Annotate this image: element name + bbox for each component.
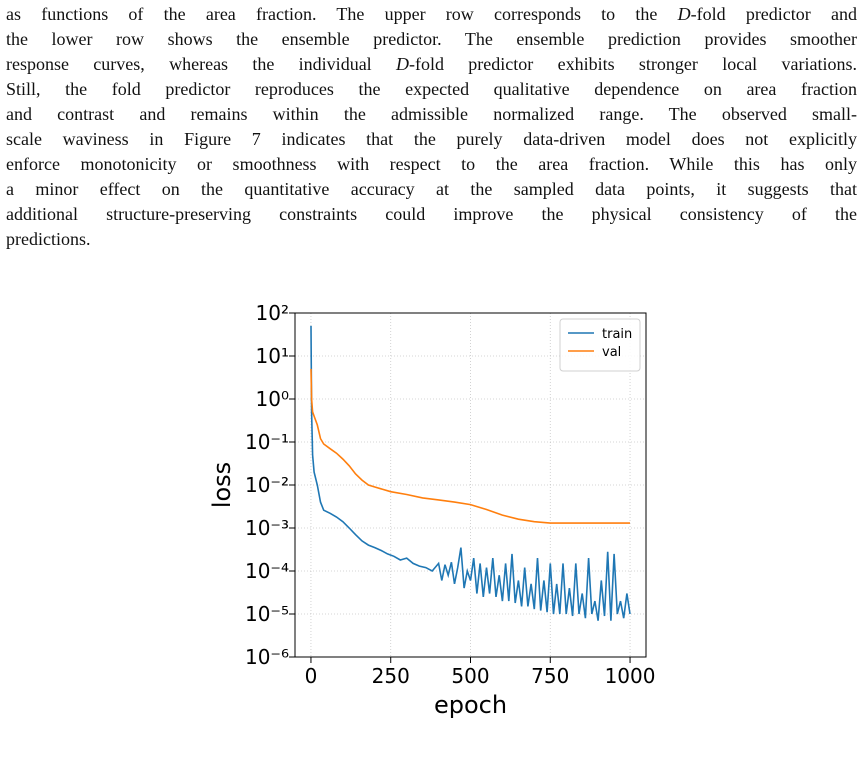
x-tick-label: 1000 <box>605 664 656 688</box>
text-line: scale waviness in Figure 7 indicates tha… <box>6 127 857 151</box>
text-span: response curves, whereas the individual <box>6 54 396 74</box>
text-line: enforce monotonicity or smoothness with … <box>6 152 857 176</box>
text-line: the lower row shows the ensemble predict… <box>6 27 857 51</box>
x-tick-label: 0 <box>305 664 318 688</box>
legend-label: train <box>602 327 632 342</box>
text-line: as functions of the area fraction. The u… <box>6 2 857 26</box>
y-tick-label: 10⁻⁶ <box>245 645 289 669</box>
text-span: predictions. <box>6 229 91 249</box>
text-span: a minor effect on the quantitative accur… <box>6 179 857 199</box>
text-span: D <box>677 4 691 24</box>
line-series <box>310 325 631 621</box>
text-span: as functions of the area fraction. The u… <box>6 4 678 24</box>
x-axis-label: epoch <box>434 691 507 719</box>
y-tick-label: 10² <box>256 301 289 325</box>
text-span: -fold predictor exhibits stronger local … <box>409 54 857 74</box>
y-tick-label: 10⁻² <box>245 473 289 497</box>
chart: 0 250 500 750 1000 10² 10¹ 10⁰ 10⁻¹ 10⁻² 10⁻³ 10⁻⁴ 1… <box>208 301 656 719</box>
line-series <box>310 368 630 524</box>
text-span: and contrast and remains within the admi… <box>6 104 857 124</box>
text-line: Still, the fold predictor reproduces the… <box>6 77 857 101</box>
text-span: Still, the fold predictor reproduces the… <box>6 79 857 99</box>
y-tick-label: 10⁻⁵ <box>245 602 289 626</box>
text-line: additional structure-preserving constrai… <box>6 202 857 226</box>
y-tick-label: 10⁰ <box>256 387 289 411</box>
legend-box <box>559 318 641 372</box>
y-tick-label: 10⁻³ <box>245 516 289 540</box>
text-span: scale waviness in Figure 7 indicates tha… <box>6 129 857 149</box>
text-span: the lower row shows the ensemble predict… <box>6 29 857 49</box>
text-line: a minor effect on the quantitative accur… <box>6 177 857 201</box>
text-span: D <box>396 54 409 74</box>
x-tick-label: 750 <box>531 664 569 688</box>
y-tick-label: 10¹ <box>256 344 289 368</box>
axes-frame <box>294 312 647 658</box>
text-span: enforce monotonicity or smoothness with … <box>6 154 857 174</box>
text-line: response curves, whereas the individual … <box>6 52 857 76</box>
x-tick-label: 250 <box>372 664 410 688</box>
x-tick-label: 500 <box>451 664 489 688</box>
text-line: and contrast and remains within the admi… <box>6 102 857 126</box>
text-span: -fold predictor and <box>690 4 857 24</box>
text-span: additional structure-preserving constrai… <box>6 204 857 224</box>
y-tick-label: 10⁻¹ <box>245 430 289 454</box>
y-axis-label: loss <box>208 462 236 508</box>
y-tick-label: 10⁻⁴ <box>245 559 289 583</box>
legend-label: val <box>602 345 621 360</box>
text-line: predictions. <box>6 227 857 251</box>
